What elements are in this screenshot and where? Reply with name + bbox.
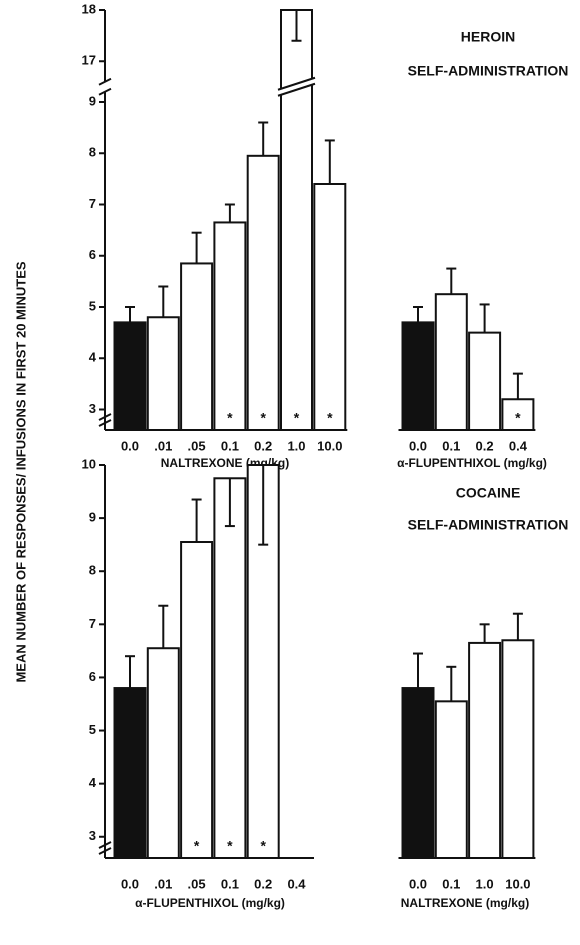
bar	[468, 641, 502, 860]
y-axis-label: MEAN NUMBER OF RESPONSES/ INFUSIONS IN F…	[13, 261, 28, 682]
bar	[213, 477, 247, 859]
bar	[468, 331, 502, 431]
axis-break	[98, 841, 112, 849]
group-label: α-FLUPENTHIXOL (mg/kg)	[397, 456, 547, 470]
group-label: NALTREXONE (mg/kg)	[401, 896, 529, 910]
y-tick-label: 6	[89, 247, 96, 262]
x-tick-label: 10.0	[505, 876, 530, 891]
bar	[313, 183, 347, 431]
bar	[280, 9, 313, 431]
x-tick-label: 0.0	[121, 438, 139, 453]
y-tick-label: 4	[89, 775, 97, 790]
x-tick-label: .01	[154, 876, 172, 891]
x-tick-label: 0.1	[442, 438, 460, 453]
bar	[113, 321, 147, 431]
x-tick-label: 0.4	[509, 438, 528, 453]
bar	[501, 639, 535, 860]
axis-break	[98, 419, 112, 427]
significance-marker: *	[227, 838, 233, 854]
bar	[401, 687, 435, 860]
y-tick-label: 5	[89, 298, 96, 313]
y-tick-label: 8	[89, 563, 96, 578]
axis-break	[98, 77, 112, 86]
x-tick-label: 0.2	[476, 438, 494, 453]
bar	[180, 262, 214, 431]
y-tick-label: 7	[89, 196, 96, 211]
y-tick-label: 4	[89, 350, 97, 365]
bar	[246, 154, 280, 431]
axis-break	[98, 413, 112, 421]
axis-break	[98, 87, 112, 96]
y-tick-label: 9	[89, 93, 96, 108]
x-tick-label: .05	[188, 876, 206, 891]
y-tick-label: 6	[89, 669, 96, 684]
x-tick-label: 1.0	[476, 876, 494, 891]
bar	[434, 293, 468, 431]
axis-break	[277, 82, 316, 97]
chart-title: SELF-ADMINISTRATION	[408, 517, 569, 533]
x-tick-label: 10.0	[317, 438, 342, 453]
y-tick-label: 3	[89, 401, 96, 416]
y-tick-label: 18	[82, 1, 96, 16]
x-tick-label: .05	[188, 438, 206, 453]
y-tick-label: 17	[82, 53, 96, 68]
bar	[401, 321, 435, 431]
significance-marker: *	[260, 410, 266, 426]
bar	[180, 541, 214, 860]
bar	[434, 700, 468, 859]
y-tick-label: 8	[89, 145, 96, 160]
y-tick-label: 10	[82, 456, 96, 471]
x-tick-label: 0.1	[221, 876, 239, 891]
bar	[113, 687, 147, 860]
x-tick-label: 0.4	[287, 876, 306, 891]
x-tick-label: 0.2	[254, 876, 272, 891]
y-tick-label: 5	[89, 722, 96, 737]
bar	[146, 316, 180, 431]
chart-title: HEROIN	[461, 29, 515, 45]
x-tick-label: 0.1	[442, 876, 460, 891]
significance-marker: *	[515, 410, 521, 426]
axis-break	[98, 847, 112, 855]
bar	[213, 221, 247, 431]
significance-marker: *	[260, 838, 266, 854]
y-tick-label: 9	[89, 510, 96, 525]
x-tick-label: 0.0	[409, 438, 427, 453]
bar	[501, 398, 535, 431]
y-tick-label: 7	[89, 616, 96, 631]
x-tick-label: 0.2	[254, 438, 272, 453]
bar	[146, 647, 180, 859]
x-tick-label: 0.1	[221, 438, 239, 453]
bar-break	[278, 77, 315, 96]
significance-marker: *	[327, 410, 333, 426]
x-tick-label: 1.0	[287, 438, 305, 453]
y-tick-label: 3	[89, 828, 96, 843]
x-tick-label: 0.0	[409, 876, 427, 891]
group-label: α-FLUPENTHIXOL (mg/kg)	[135, 896, 285, 910]
chart-title: COCAINE	[456, 485, 521, 501]
x-tick-label: 0.0	[121, 876, 139, 891]
significance-marker: *	[294, 410, 300, 426]
significance-marker: *	[194, 838, 200, 854]
significance-marker: *	[227, 410, 233, 426]
axis-break	[277, 76, 316, 91]
x-tick-label: .01	[154, 438, 172, 453]
chart-title: SELF-ADMINISTRATION	[408, 63, 569, 79]
